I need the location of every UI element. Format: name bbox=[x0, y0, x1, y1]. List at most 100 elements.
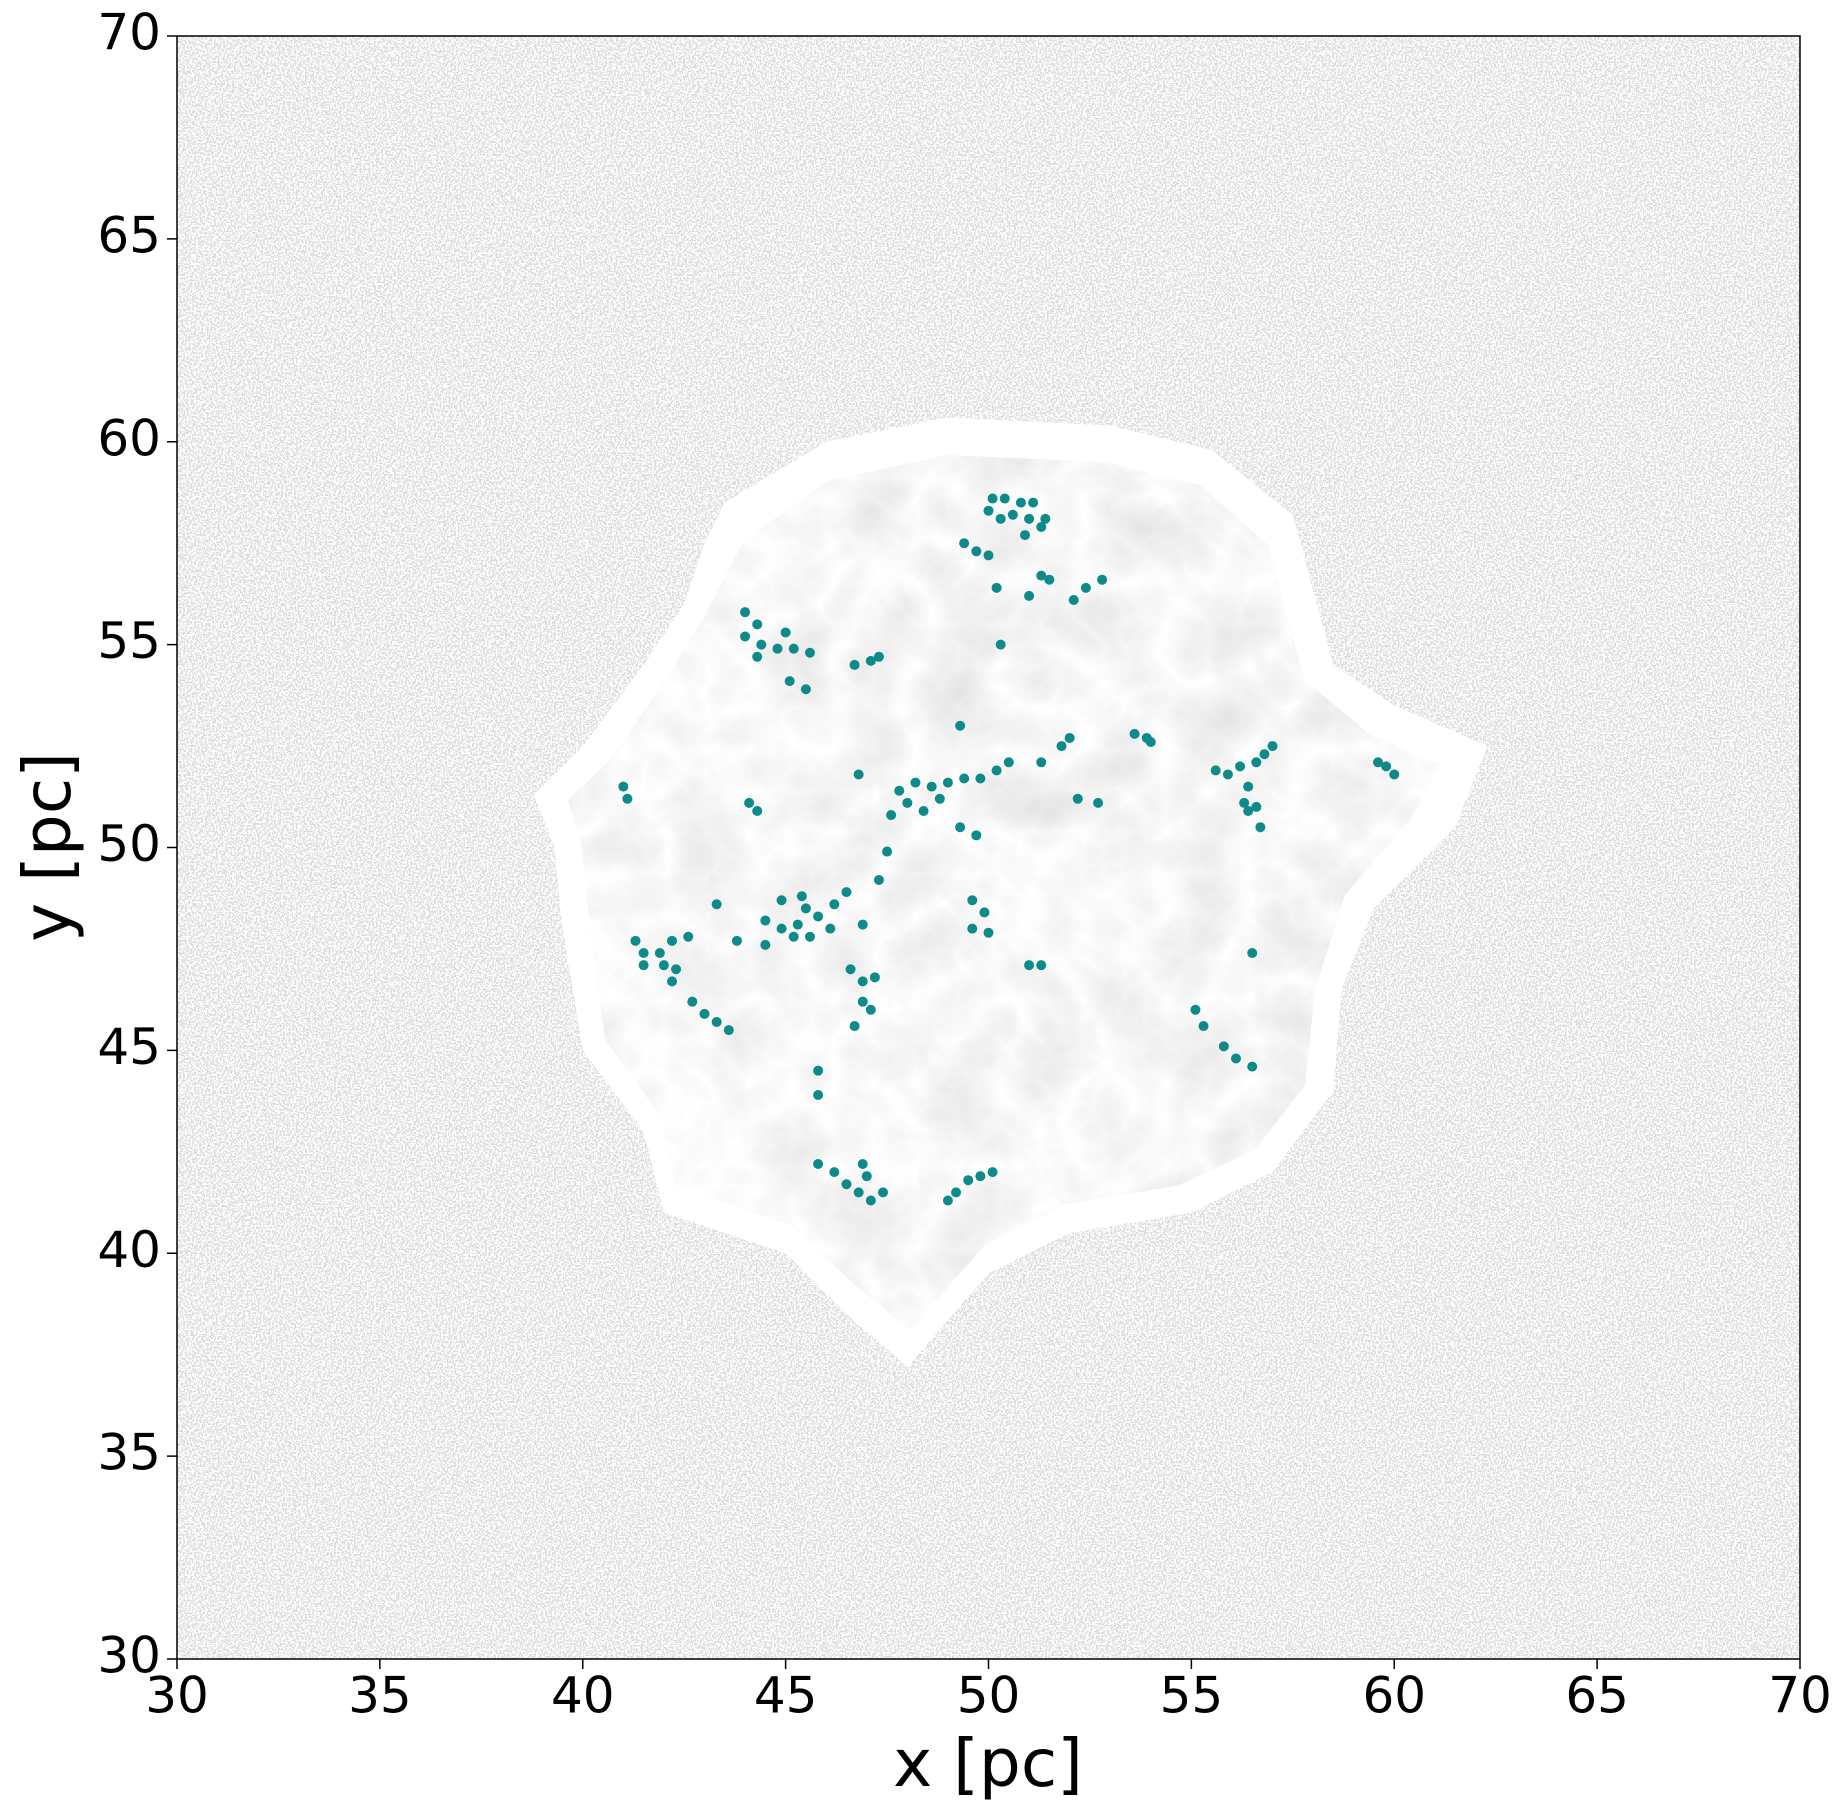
point bbox=[780, 627, 791, 638]
point bbox=[999, 493, 1010, 504]
point bbox=[971, 546, 982, 557]
point bbox=[865, 1195, 876, 1206]
point bbox=[1255, 822, 1266, 833]
y-tick-label: 45 bbox=[97, 1018, 161, 1076]
point bbox=[983, 927, 994, 938]
point bbox=[857, 1158, 868, 1169]
point bbox=[829, 899, 840, 910]
point bbox=[829, 1167, 840, 1178]
point bbox=[711, 1016, 722, 1027]
point bbox=[1080, 582, 1091, 593]
y-tick-label: 65 bbox=[97, 206, 161, 264]
point bbox=[1020, 530, 1031, 541]
x-tick-label: 55 bbox=[1160, 1667, 1224, 1725]
point bbox=[792, 919, 803, 930]
plot-area bbox=[177, 36, 1800, 1659]
point bbox=[1028, 497, 1039, 508]
point bbox=[873, 651, 884, 662]
point bbox=[723, 1025, 734, 1036]
point bbox=[740, 631, 751, 642]
point bbox=[894, 785, 905, 796]
point bbox=[1210, 765, 1221, 776]
point bbox=[967, 923, 978, 934]
point bbox=[671, 964, 682, 975]
point bbox=[853, 769, 864, 780]
point bbox=[772, 643, 783, 654]
point bbox=[752, 619, 763, 630]
point bbox=[1024, 960, 1035, 971]
point bbox=[910, 777, 921, 788]
point bbox=[1251, 801, 1262, 812]
point bbox=[1064, 732, 1075, 743]
point bbox=[955, 720, 966, 731]
point bbox=[1243, 805, 1254, 816]
point bbox=[967, 895, 978, 906]
point bbox=[1247, 947, 1258, 958]
point bbox=[995, 513, 1006, 524]
point bbox=[813, 1065, 824, 1076]
point bbox=[813, 1090, 824, 1101]
point bbox=[804, 931, 815, 942]
point bbox=[788, 643, 799, 654]
point bbox=[865, 655, 876, 666]
point bbox=[1198, 1021, 1209, 1032]
point bbox=[1072, 793, 1083, 804]
point bbox=[987, 493, 998, 504]
point bbox=[756, 639, 767, 650]
point bbox=[849, 1021, 860, 1032]
point bbox=[991, 582, 1002, 593]
point bbox=[995, 639, 1006, 650]
point bbox=[1231, 1053, 1242, 1064]
point bbox=[813, 1158, 824, 1169]
point bbox=[942, 777, 953, 788]
point bbox=[971, 830, 982, 841]
point bbox=[1056, 741, 1067, 752]
points bbox=[618, 493, 1400, 1206]
point bbox=[760, 915, 771, 926]
point bbox=[788, 931, 799, 942]
point bbox=[1007, 509, 1018, 520]
point bbox=[813, 911, 824, 922]
point bbox=[1024, 513, 1035, 524]
point bbox=[1040, 513, 1051, 524]
point bbox=[1015, 497, 1026, 508]
y-tick-label: 60 bbox=[97, 409, 161, 467]
point bbox=[1218, 1041, 1229, 1052]
point bbox=[667, 976, 678, 987]
point bbox=[638, 947, 649, 958]
x-tick-label: 35 bbox=[348, 1667, 412, 1725]
point bbox=[857, 976, 868, 987]
point bbox=[991, 765, 1002, 776]
x-axis-label: x [pc] bbox=[893, 1725, 1083, 1802]
x-tick-label: 45 bbox=[754, 1667, 818, 1725]
point bbox=[959, 773, 970, 784]
x-tick-label: 70 bbox=[1768, 1667, 1832, 1725]
x-tick-label: 40 bbox=[551, 1667, 615, 1725]
point bbox=[1068, 594, 1079, 605]
point bbox=[955, 822, 966, 833]
point bbox=[1145, 737, 1156, 748]
y-tick-label: 55 bbox=[97, 612, 161, 670]
point bbox=[878, 1187, 889, 1198]
x-tick-label: 30 bbox=[145, 1667, 209, 1725]
point bbox=[1129, 728, 1140, 739]
point bbox=[1373, 757, 1384, 768]
point bbox=[744, 797, 755, 808]
point bbox=[1036, 570, 1047, 581]
point bbox=[918, 805, 929, 816]
point bbox=[886, 810, 897, 821]
point bbox=[1044, 574, 1055, 585]
point bbox=[857, 919, 868, 930]
point bbox=[740, 607, 751, 618]
point bbox=[658, 960, 669, 971]
point bbox=[687, 996, 698, 1007]
point bbox=[1381, 761, 1392, 772]
point bbox=[1251, 757, 1262, 768]
point bbox=[1036, 960, 1047, 971]
point bbox=[841, 1179, 852, 1190]
point bbox=[752, 805, 763, 816]
point bbox=[800, 684, 811, 695]
point bbox=[1036, 757, 1047, 768]
